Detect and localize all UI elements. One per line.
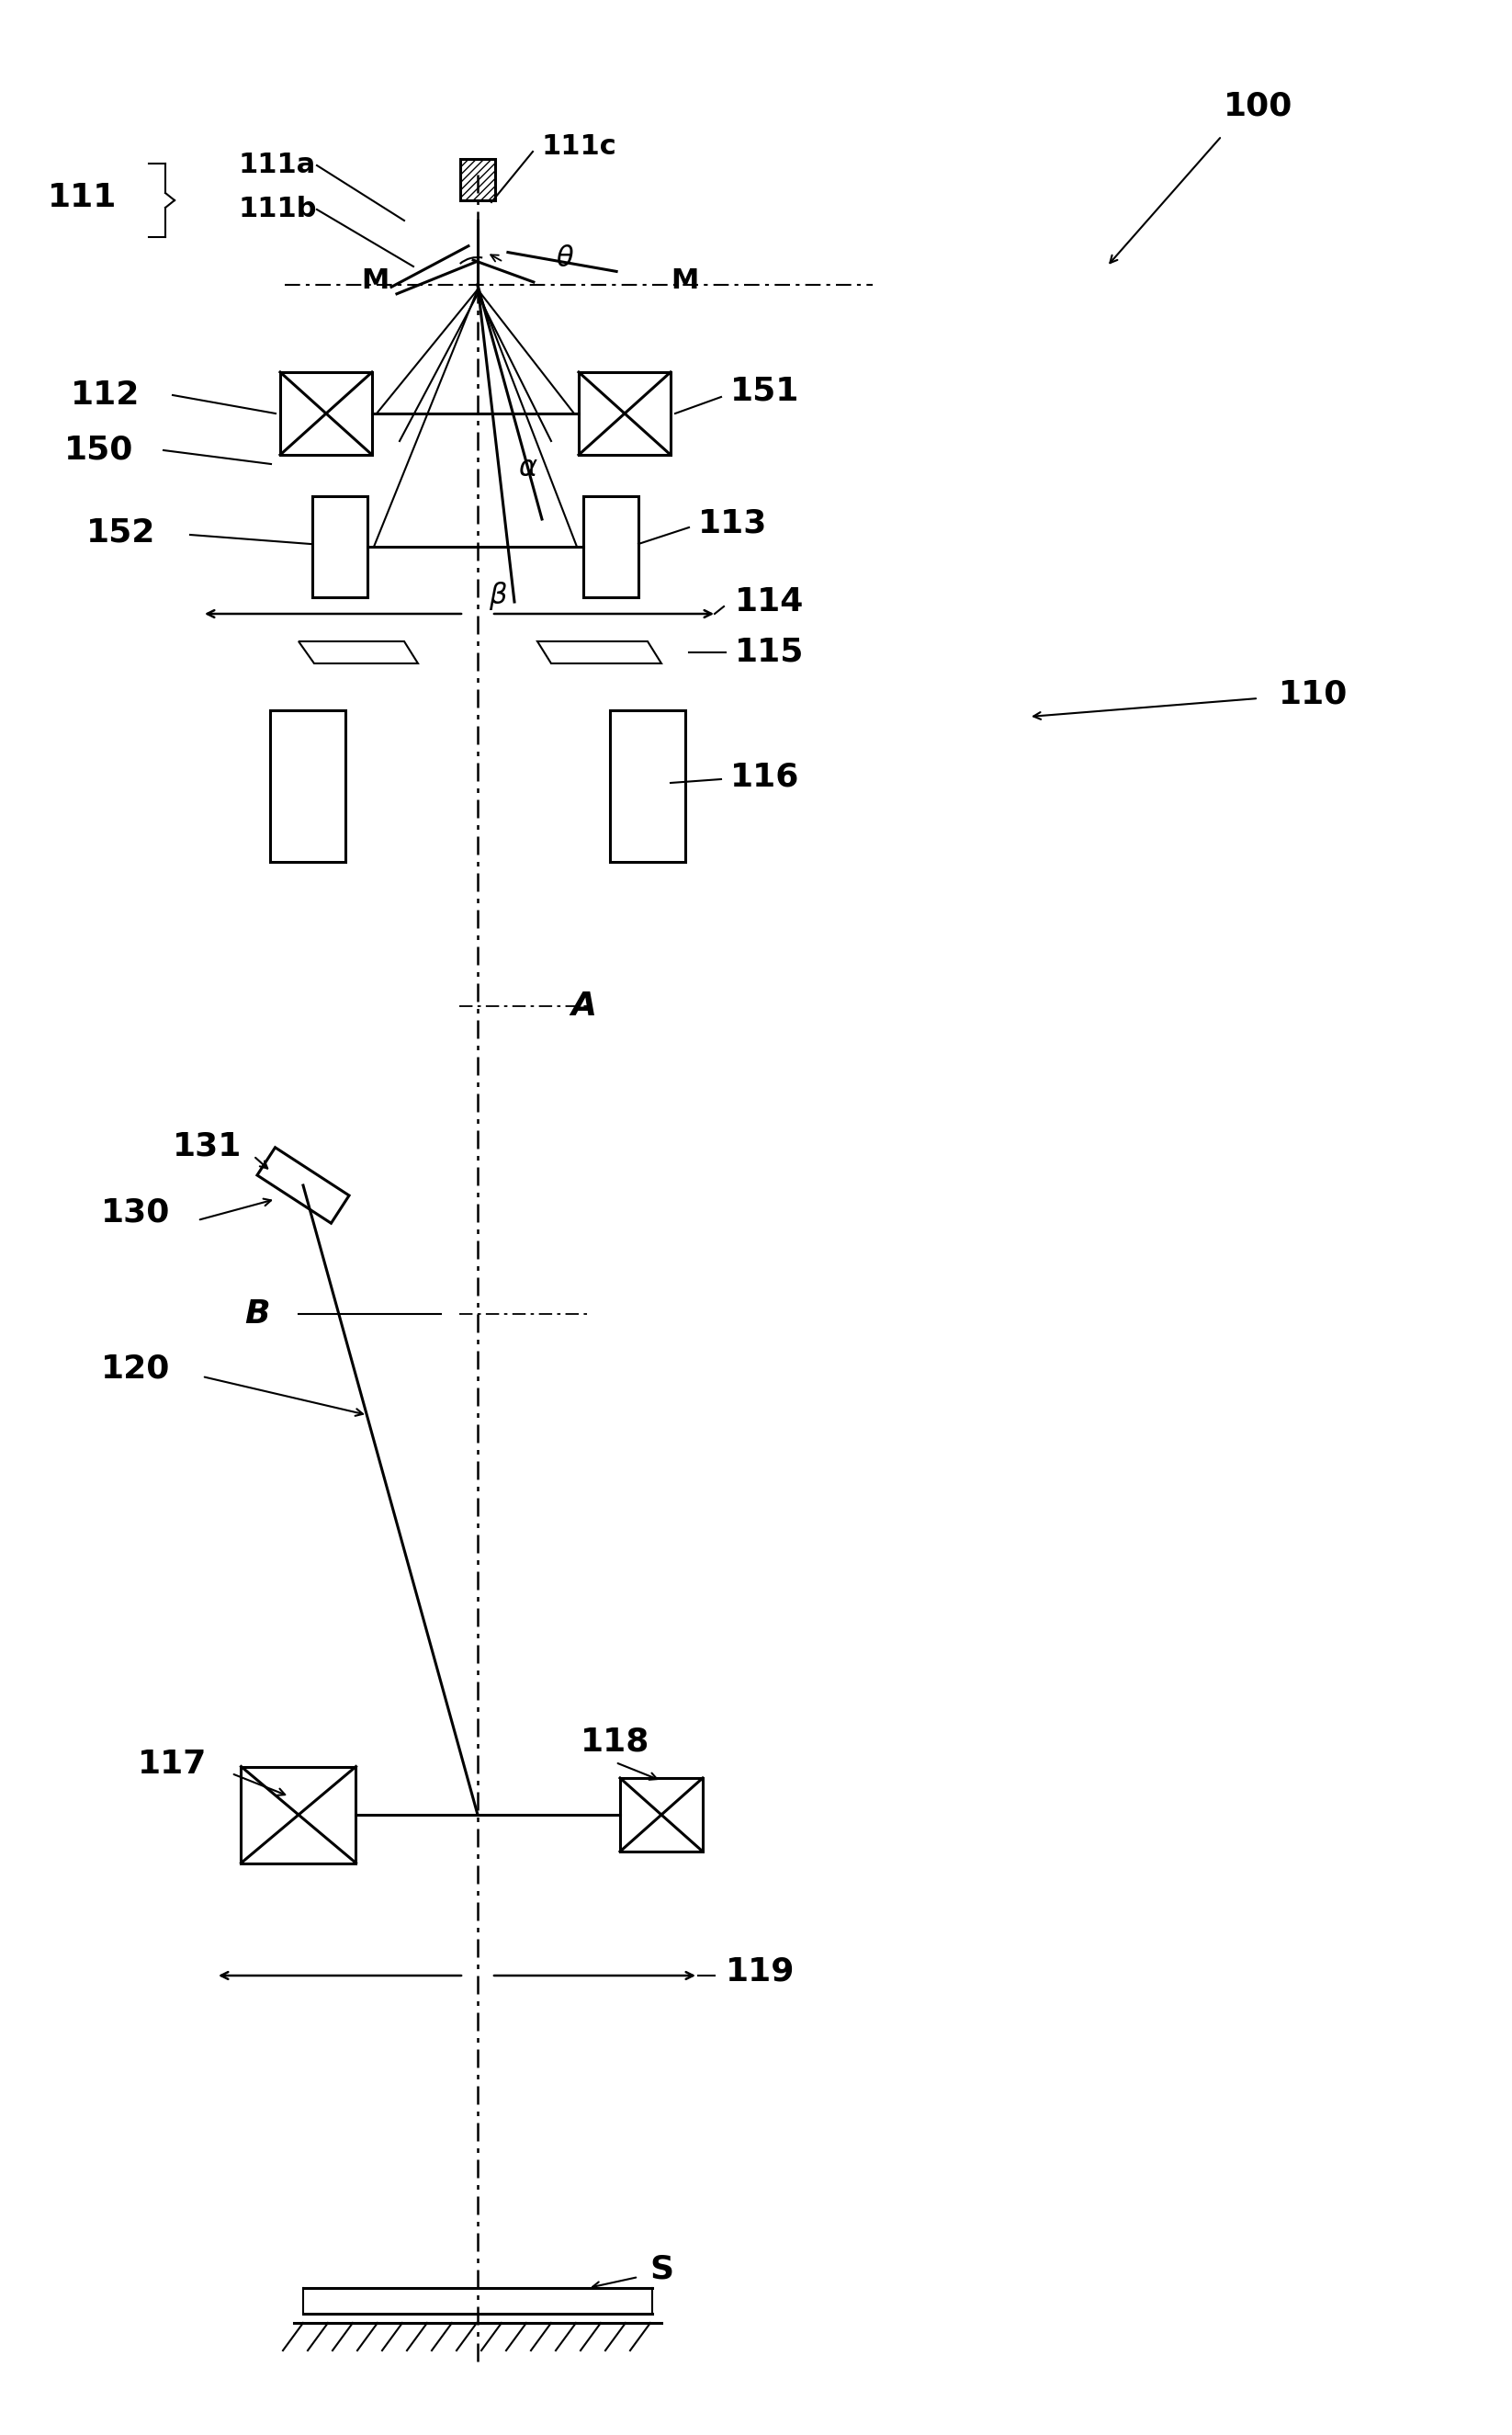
Text: M: M [361,268,389,295]
Text: 151: 151 [730,375,800,407]
Bar [609,711,685,862]
Text: 114: 114 [735,587,804,618]
Text: M: M [670,268,699,295]
Text: 111a: 111a [239,151,316,178]
Text: 111: 111 [48,183,118,214]
Bar [240,1765,355,1863]
Text: $\alpha$: $\alpha$ [519,455,538,482]
Text: B: B [245,1298,269,1330]
Bar [313,497,367,597]
Text: 110: 110 [1279,677,1349,709]
Text: 112: 112 [71,380,141,412]
Text: 111c: 111c [541,134,617,161]
Text: 120: 120 [101,1354,171,1386]
Text: S: S [649,2255,673,2284]
Text: 115: 115 [735,638,804,667]
Bar [271,711,345,862]
Bar [280,373,372,455]
Text: A: A [570,991,596,1023]
Bar [620,1778,703,1851]
Text: 150: 150 [65,433,135,465]
Text: $\theta$: $\theta$ [556,246,575,273]
Text: 118: 118 [581,1726,650,1758]
Text: 131: 131 [172,1132,242,1161]
Text: 113: 113 [699,509,768,541]
Text: 119: 119 [726,1955,795,1987]
Text: 117: 117 [138,1748,207,1780]
Text: $\beta$: $\beta$ [488,580,508,611]
Text: 111b: 111b [239,197,318,224]
Bar [460,158,494,200]
Bar [579,373,670,455]
Text: 152: 152 [86,516,156,548]
Text: 100: 100 [1223,90,1293,122]
Text: 130: 130 [101,1198,171,1230]
Text: 116: 116 [730,760,800,791]
Bar [584,497,638,597]
